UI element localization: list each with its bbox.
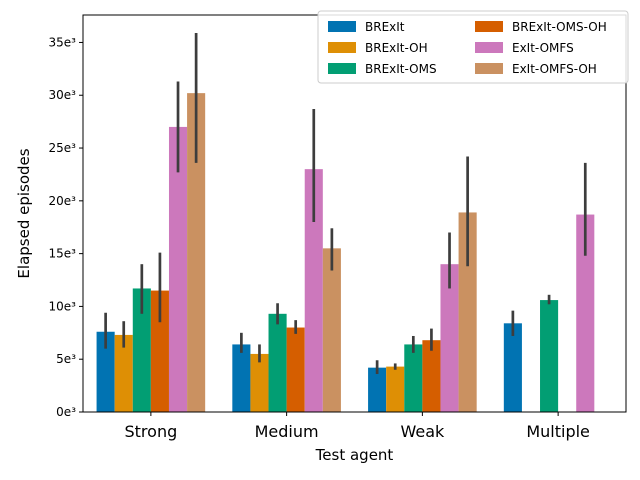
bar-brexit-oms-medium	[268, 313, 287, 412]
bar-exit-omfs-medium	[304, 169, 323, 412]
legend-swatch	[475, 63, 503, 74]
bar-brexit-oms-weak	[404, 344, 423, 412]
bar-brexit-oh-strong	[114, 334, 133, 412]
y-tick-label: 15e³	[49, 247, 77, 261]
legend-label: BRExIt	[365, 20, 405, 34]
bar-brexit-medium	[232, 344, 251, 412]
bar-brexit-oms-multiple	[540, 300, 559, 412]
bar-brexit-oms-oh-weak	[422, 340, 441, 412]
legend-label: BRExIt-OH	[365, 41, 428, 55]
y-tick-label: 0e³	[56, 405, 76, 419]
y-tick-label: 35e³	[49, 35, 77, 49]
legend: BRExIt BRExIt-OH BRExIt-OMS BRExIt-OMS-OH Ex…	[317, 10, 629, 84]
y-tick-label: 5e³	[56, 352, 76, 366]
bar-exit-omfs-oh-strong	[187, 93, 206, 412]
bar-exit-omfs-weak	[440, 264, 459, 412]
bars-group	[96, 93, 595, 412]
bar-brexit-oms-oh-strong	[150, 290, 169, 412]
legend-swatch	[475, 42, 503, 53]
y-tick-label: 25e³	[49, 141, 77, 155]
bar-exit-omfs-oh-medium	[322, 248, 341, 412]
legend-label: ExIt-OMFS	[512, 41, 574, 55]
x-axis: Strong Medium Weak Multiple	[125, 412, 590, 441]
legend-swatch	[328, 42, 356, 53]
bar-brexit-weak	[368, 367, 387, 412]
bar-brexit-strong	[96, 331, 115, 412]
x-tick-label-strong: Strong	[125, 422, 178, 441]
y-axis-title: Elapsed episodes	[15, 148, 33, 278]
legend-label: BRExIt-OMS	[365, 62, 437, 76]
bar-brexit-multiple	[503, 323, 522, 412]
x-axis-title: Test agent	[315, 446, 394, 464]
legend-swatch	[475, 21, 503, 32]
y-axis: 0e³ 5e³ 10e³ 15e³ 20e³ 25e³ 30e³ 35e³	[49, 35, 83, 419]
legend-swatch	[328, 21, 356, 32]
bar-brexit-oh-weak	[386, 366, 405, 412]
legend-box	[317, 10, 629, 84]
x-tick-label-weak: Weak	[400, 422, 445, 441]
x-tick-label-medium: Medium	[255, 422, 319, 441]
bar-brexit-oms-oh-medium	[286, 327, 305, 412]
x-tick-label-multiple: Multiple	[526, 422, 590, 441]
bar-brexit-oh-medium	[250, 353, 269, 412]
legend-swatch	[328, 63, 356, 74]
y-tick-label: 20e³	[49, 194, 77, 208]
bar-brexit-oms-strong	[132, 288, 151, 412]
legend-label: BRExIt-OMS-OH	[512, 20, 607, 34]
bar-exit-omfs-multiple	[576, 214, 595, 412]
y-tick-label: 10e³	[49, 299, 77, 313]
legend-label: ExIt-OMFS-OH	[512, 62, 597, 76]
bar-exit-omfs-oh-weak	[458, 212, 477, 412]
y-tick-label: 30e³	[49, 88, 77, 102]
bar-exit-omfs-strong	[168, 126, 188, 412]
error-bars-group	[104, 32, 587, 374]
